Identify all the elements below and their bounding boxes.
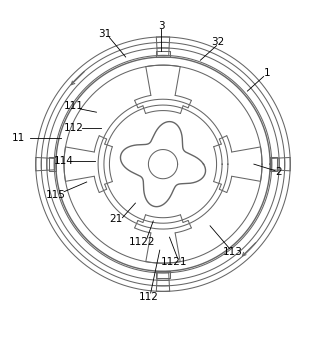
Text: 1121: 1121	[161, 257, 187, 266]
Text: 2: 2	[275, 167, 282, 177]
Text: 1122: 1122	[129, 237, 155, 247]
Text: 112: 112	[139, 292, 158, 302]
Text: 114: 114	[54, 156, 74, 166]
Text: 111: 111	[64, 101, 84, 111]
Text: 115: 115	[46, 190, 66, 200]
Text: 31: 31	[98, 29, 111, 39]
Text: 11: 11	[12, 133, 25, 143]
Text: 113: 113	[223, 247, 243, 257]
Text: 21: 21	[109, 214, 123, 224]
Text: 112: 112	[64, 124, 84, 133]
Text: 3: 3	[158, 21, 165, 31]
Text: 1: 1	[263, 68, 270, 78]
Text: 32: 32	[212, 38, 225, 47]
